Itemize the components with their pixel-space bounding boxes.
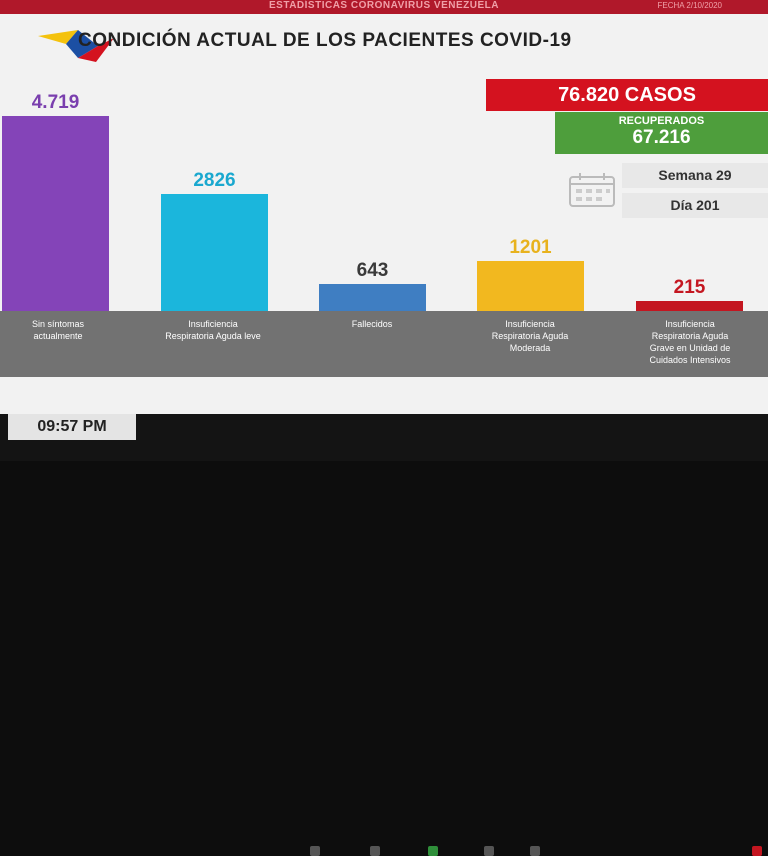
venezuela-flag-logo-icon xyxy=(38,30,114,62)
bar-value-label-2: 2826 xyxy=(193,170,236,191)
end-call-icon[interactable] xyxy=(752,846,762,856)
category-label-3: Fallecidos xyxy=(351,319,393,329)
day-counter: Día 201 xyxy=(622,193,768,218)
banner-title: ESTADÍSTICAS CORONAVIRUS VENEZUELA xyxy=(269,0,499,11)
calendar-icon xyxy=(569,173,615,207)
week-counter: Semana 29 xyxy=(622,163,768,188)
chat-icon[interactable] xyxy=(370,846,380,856)
bar-value-label-1: 4.719 xyxy=(31,92,80,113)
banner-date: FECHA 2/10/2020 xyxy=(657,1,722,10)
category-label-4: Insuficiencia Respiratoria Aguda Moderada xyxy=(491,319,569,353)
record-icon[interactable] xyxy=(484,846,494,856)
bar-3 xyxy=(319,284,426,311)
reactions-icon[interactable] xyxy=(530,846,540,856)
bar-2 xyxy=(161,194,268,311)
category-label-1: Sin síntomas actualmente xyxy=(31,319,85,341)
bar-1 xyxy=(2,116,109,311)
recovered-box: RECUPERADOS 67.216 xyxy=(555,112,768,154)
bar-value-label-3: 643 xyxy=(356,260,389,281)
bar-5 xyxy=(636,301,743,311)
chart-title: CONDICIÓN ACTUAL DE LOS PACIENTES COVID-… xyxy=(78,30,572,51)
top-banner: ESTADÍSTICAS CORONAVIRUS VENEZUELA FECHA… xyxy=(0,0,768,14)
category-label-band xyxy=(0,311,768,377)
total-cases-badge: 76.820 CASOS xyxy=(486,79,768,111)
category-label-5: Insuficiencia Respiratoria Aguda Grave en … xyxy=(649,319,731,365)
recovered-label: RECUPERADOS xyxy=(618,115,705,127)
participants-icon[interactable] xyxy=(310,846,320,856)
category-label-2: Insuficiencia Respiratoria Aguda leve xyxy=(165,319,261,341)
recovered-value: 67.216 xyxy=(632,127,691,148)
clock-overlay: 09:57 PM xyxy=(8,414,136,440)
share-screen-icon[interactable] xyxy=(428,846,438,856)
bar-4 xyxy=(477,261,584,311)
bar-value-label-5: 215 xyxy=(673,277,706,298)
bar-value-label-4: 1201 xyxy=(509,237,552,258)
